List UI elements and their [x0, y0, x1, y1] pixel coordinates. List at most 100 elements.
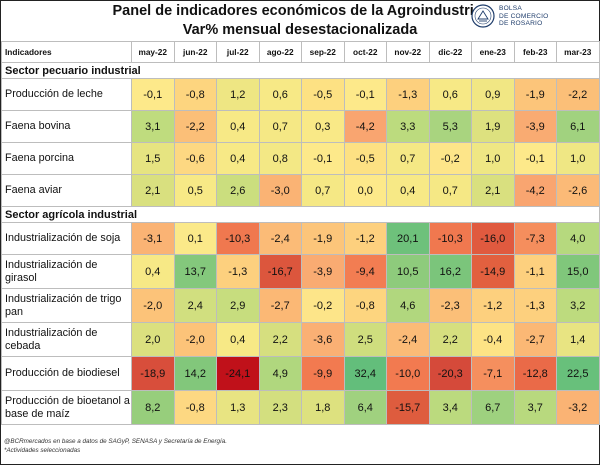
logo-line-2: DE COMERCIO	[499, 12, 549, 20]
month-header: jul-22	[216, 41, 260, 63]
value-cell: 1,9	[471, 110, 515, 143]
table-row: Faena aviar 2,1 0,5 2,6 -3,0 0,7 0,0 0,4 0,7 2,1-…	[1, 174, 600, 207]
value-cell: -1,2	[343, 222, 387, 255]
table-row: Industrialización de girasol 0,4 13,7 -1,3-…	[1, 254, 600, 289]
value-cell: 1,4	[556, 322, 600, 357]
row-label: Producción de biodiesel	[1, 356, 132, 391]
value-cell: -10,0	[386, 356, 430, 391]
month-header: ago-22	[258, 41, 302, 63]
value-cell: 0,5	[173, 174, 217, 207]
value-cell: -0,1	[343, 78, 387, 111]
row-label: Industrialización de cebada	[1, 322, 132, 357]
value-cell: 16,2	[428, 254, 472, 289]
section-row: Sector pecuario industrial	[1, 62, 600, 79]
value-cell: 20,1	[386, 222, 430, 255]
value-cell: 2,2	[258, 322, 302, 357]
value-cell: -0,5	[343, 142, 387, 175]
value-cell: -1,3	[216, 254, 260, 289]
value-cell: 0,7	[258, 110, 302, 143]
value-cell: -3,2	[556, 390, 600, 425]
header-row: Indicadores may-22 jun-22 jul-22 ago-22 sep-2…	[1, 41, 600, 63]
value-cell: -3,6	[301, 322, 345, 357]
bcr-seal-icon	[471, 4, 495, 28]
value-cell: -10,3	[216, 222, 260, 255]
value-cell: 2,4	[173, 288, 217, 323]
value-cell: 0,7	[428, 174, 472, 207]
value-cell: -1,1	[513, 254, 557, 289]
value-cell: 0,3	[301, 110, 345, 143]
month-header: jun-22	[173, 41, 217, 63]
value-cell: -3,9	[301, 254, 345, 289]
value-cell: 0,6	[428, 78, 472, 111]
value-cell: -12,8	[513, 356, 557, 391]
value-cell: 3,3	[386, 110, 430, 143]
value-cell: -0,6	[173, 142, 217, 175]
value-cell: -2,2	[173, 110, 217, 143]
value-cell: 13,7	[173, 254, 217, 289]
value-cell: 1,8	[301, 390, 345, 425]
row-label: Industrialización de soja	[1, 222, 132, 255]
value-cell: -2,4	[258, 222, 302, 255]
month-header: ene-23	[471, 41, 515, 63]
month-header: feb-23	[513, 41, 557, 63]
value-cell: -0,2	[428, 142, 472, 175]
value-cell: 1,2	[216, 78, 260, 111]
value-cell: -1,9	[301, 222, 345, 255]
value-cell: -3,0	[258, 174, 302, 207]
panel-title: Panel de indicadores económicos de la Ag…	[112, 3, 488, 19]
table-row: Industrialización de soja -3,1 0,1 -10,3 -2,…	[1, 222, 600, 255]
value-cell: -1,2	[471, 288, 515, 323]
footer-source: @BCRmercados en base a datos de SAGyP, S…	[4, 438, 228, 445]
table-row: Faena bovina 3,1 -2,2 0,4 0,7 0,3 -4,2 3,3 5,3 1,…	[1, 110, 600, 143]
value-cell: 0,7	[386, 142, 430, 175]
value-cell: -14,9	[471, 254, 515, 289]
corner-header: Indicadores	[1, 41, 132, 63]
row-label: Faena porcina	[1, 142, 132, 175]
value-cell: 0,4	[216, 322, 260, 357]
month-header: nov-22	[386, 41, 430, 63]
value-cell: 0,9	[471, 78, 515, 111]
table-row: Industrialización de trigo pan -2,0 2,4 2,9…	[1, 288, 600, 323]
value-cell: -9,4	[343, 254, 387, 289]
value-cell: 4,9	[258, 356, 302, 391]
value-cell: -0,1	[301, 142, 345, 175]
table-row: Producción de bioetanol a base de maíz 8,…	[1, 390, 600, 425]
value-cell: 4,6	[386, 288, 430, 323]
value-cell: 15,0	[556, 254, 600, 289]
value-cell: 0,4	[216, 142, 260, 175]
value-cell: 3,2	[556, 288, 600, 323]
value-cell: 2,3	[258, 390, 302, 425]
value-cell: -0,5	[301, 78, 345, 111]
value-cell: -7,3	[513, 222, 557, 255]
value-cell: 22,5	[556, 356, 600, 391]
value-cell: -2,6	[556, 174, 600, 207]
table-row: Faena porcina 1,5 -0,6 0,4 0,8 -0,1 -0,5 0,7 -0,…	[1, 142, 600, 175]
value-cell: -0,2	[301, 288, 345, 323]
value-cell: 8,2	[131, 390, 175, 425]
value-cell: -16,0	[471, 222, 515, 255]
month-header: dic-22	[428, 41, 472, 63]
value-cell: 3,4	[428, 390, 472, 425]
value-cell: -0,1	[513, 142, 557, 175]
row-label: Producción de bioetanol a base de maíz	[1, 390, 132, 425]
value-cell: -0,8	[173, 390, 217, 425]
value-cell: 0,6	[258, 78, 302, 111]
value-cell: -2,0	[173, 322, 217, 357]
value-cell: -2,7	[513, 322, 557, 357]
section-title: Sector pecuario industrial	[1, 62, 600, 79]
value-cell: -4,2	[513, 174, 557, 207]
row-label: Faena bovina	[1, 110, 132, 143]
value-cell: -1,3	[386, 78, 430, 111]
value-cell: -0,8	[343, 288, 387, 323]
value-cell: 2,5	[343, 322, 387, 357]
value-cell: 2,0	[131, 322, 175, 357]
logo-line-3: DE ROSARIO	[499, 20, 543, 28]
value-cell: -1,3	[513, 288, 557, 323]
value-cell: 3,7	[513, 390, 557, 425]
value-cell: 6,4	[343, 390, 387, 425]
table-row: Producción de leche -0,1 -0,8 1,2 0,6 -0,5 -0,…	[1, 78, 600, 111]
month-header: may-22	[131, 41, 175, 63]
value-cell: -3,1	[131, 222, 175, 255]
value-cell: -20,3	[428, 356, 472, 391]
